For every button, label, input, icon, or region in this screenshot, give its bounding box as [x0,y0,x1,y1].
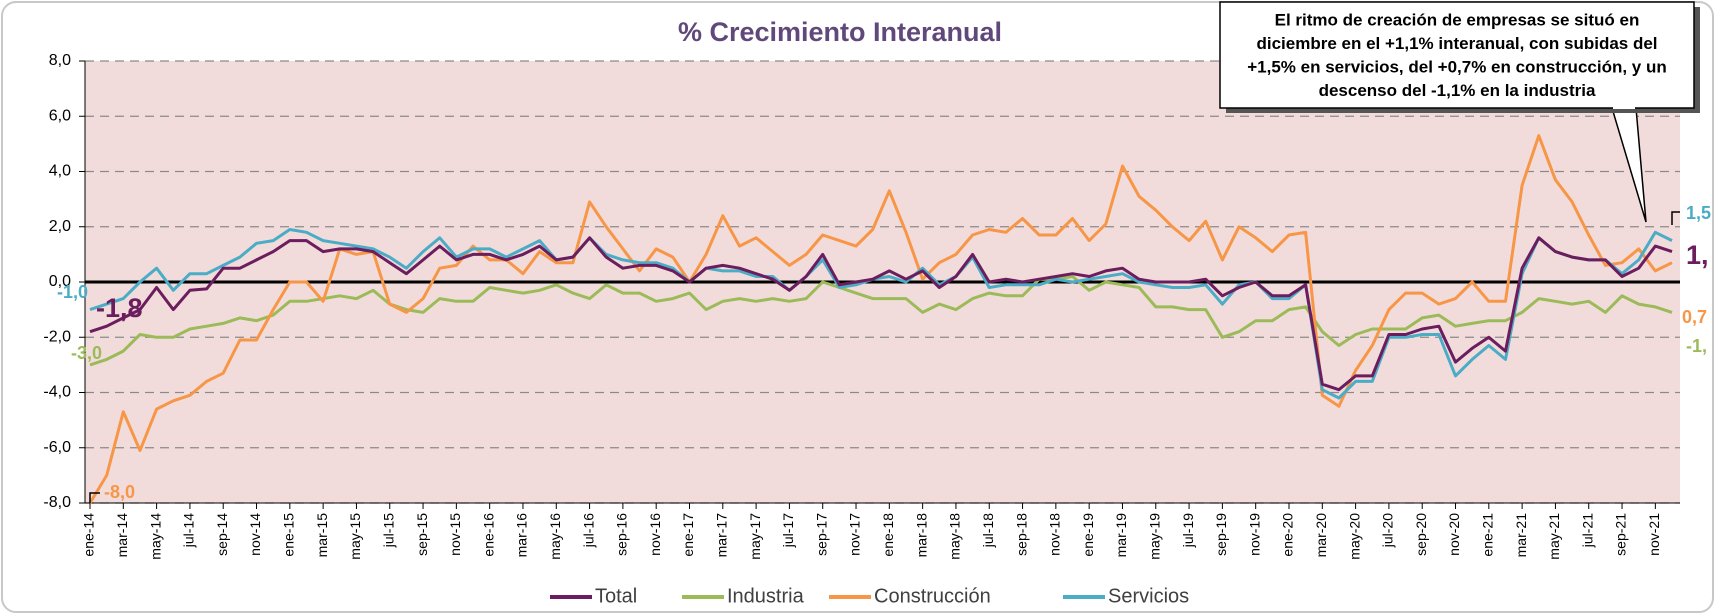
y-tick-label: 6,0 [49,107,71,124]
x-tick-label: sep-20 [1413,513,1429,556]
x-tick-label: mar-14 [114,513,130,558]
series-line [88,134,1673,504]
y-tick-label: -2,0 [43,328,71,345]
x-tick-label: sep-21 [1613,513,1629,556]
legend-label: Construcción [874,585,991,607]
y-tick-label: -6,0 [43,439,71,456]
x-tick-label: sep-18 [1013,513,1029,556]
x-tick-label: jul-14 [181,513,197,548]
data-label: -3,0 [71,343,102,363]
x-tick-label: ene-21 [1480,513,1496,557]
series-line [89,228,1673,400]
data-label: -1,8 [96,293,143,323]
x-tick-label: jul-18 [980,513,996,548]
x-tick-label: nov-20 [1446,513,1462,556]
x-tick-label: jul-21 [1579,513,1595,548]
chart-title: % Crecimiento Interanual [678,17,1002,47]
label-leader [1671,211,1680,225]
x-tick-label: nov-17 [847,513,863,556]
x-tick-label: may-14 [147,513,163,560]
label-leader [89,492,100,503]
annotation-text: descenso del -1,1% en la industria [1319,81,1596,100]
x-tick-label: may-16 [547,513,563,560]
x-tick-label: sep-17 [813,513,829,556]
series-line [89,275,1673,367]
data-label: 0,7 [1682,307,1707,327]
series-line [89,236,1673,392]
x-tick-label: jul-19 [1180,513,1196,548]
x-tick-label: may-19 [1146,513,1162,560]
callout-box [1219,1,1695,109]
x-tick-label: may-20 [1346,513,1362,560]
y-tick-label: 0,0 [49,273,71,290]
y-tick-label: 4,0 [49,163,71,180]
x-tick-label: nov-18 [1047,513,1063,556]
x-tick-label: jul-15 [380,513,396,548]
x-tick-label: ene-20 [1280,513,1296,557]
x-tick-label: nov-14 [247,513,263,556]
x-tick-label: jul-16 [580,513,596,548]
x-tick-label: nov-15 [447,513,463,556]
x-tick-label: ene-14 [81,513,97,557]
x-tick-label: may-18 [947,513,963,560]
x-tick-label: mar-15 [314,513,330,558]
data-label: -1,0 [57,282,88,302]
x-tick-label: may-21 [1546,513,1562,560]
x-tick-label: mar-18 [913,513,929,558]
x-tick-label: nov-21 [1646,513,1662,556]
x-tick-label: ene-15 [281,513,297,557]
x-tick-label: mar-21 [1513,513,1529,558]
annotation-text: +1,5% en servicios, del +0,7% en constru… [1247,57,1667,76]
x-tick-label: jul-17 [780,513,796,548]
x-tick-label: sep-15 [414,513,430,556]
legend-label: Industria [727,585,805,607]
legend-label: Servicios [1108,585,1189,607]
legend-label: Total [595,585,637,607]
x-tick-label: may-15 [347,513,363,560]
x-tick-label: sep-16 [614,513,630,556]
y-tick-label: 2,0 [49,218,71,235]
x-tick-label: ene-18 [880,513,896,557]
y-tick-label: -4,0 [43,384,71,401]
annotation-text: El ritmo de creación de empresas se situ… [1275,10,1640,29]
x-tick-label: mar-16 [514,513,530,558]
y-tick-label: 8,0 [49,52,71,69]
data-label: -8,0 [104,482,135,502]
x-tick-label: may-17 [747,513,763,560]
x-tick-label: mar-19 [1113,513,1129,558]
x-tick-label: ene-19 [1080,513,1096,557]
y-tick-label: -8,0 [43,494,71,511]
x-tick-label: mar-17 [714,513,730,558]
data-label: 1, [1686,240,1709,270]
annotation-text: diciembre en el +1,1% interanual, con su… [1256,34,1657,53]
data-label: -1, [1686,336,1707,356]
x-tick-label: jul-20 [1380,513,1396,548]
x-tick-label: nov-16 [647,513,663,556]
x-tick-label: ene-17 [680,513,696,557]
data-label: 1,5 [1686,203,1711,223]
x-tick-label: mar-20 [1313,513,1329,558]
x-tick-label: ene-16 [480,513,496,557]
x-tick-label: nov-19 [1246,513,1262,556]
x-tick-label: sep-19 [1213,513,1229,556]
x-tick-label: sep-14 [214,513,230,556]
